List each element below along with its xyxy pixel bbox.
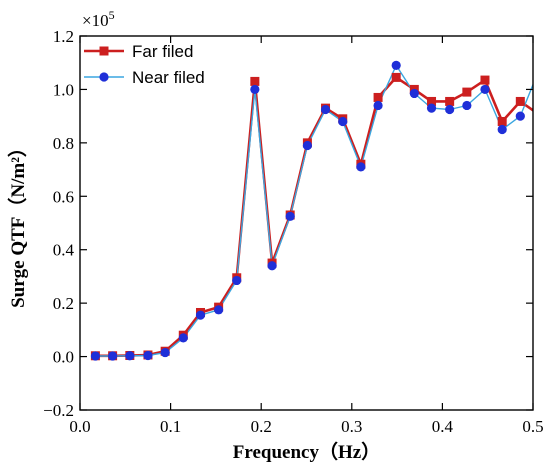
x-axis-title: Frequency（Hz） bbox=[233, 440, 380, 463]
near-filed-point bbox=[338, 116, 348, 127]
near-filed-point bbox=[409, 88, 419, 99]
near-filed-point bbox=[445, 104, 455, 115]
near-filed-point bbox=[285, 211, 295, 221]
y-axis-multiplier-base: ×10 bbox=[82, 11, 109, 30]
series-line-near-filed bbox=[95, 64, 533, 357]
near-filed-point bbox=[532, 72, 533, 75]
y-tick-label: 0.2 bbox=[53, 294, 74, 313]
near-filed-point bbox=[90, 351, 101, 361]
near-filed-point bbox=[125, 351, 135, 361]
far-filed-point bbox=[515, 96, 525, 106]
far-filed-point bbox=[533, 109, 542, 118]
series-layer bbox=[90, 60, 542, 361]
y-axis-title: Surge QTF（N/m²） bbox=[6, 138, 29, 308]
y-tick-label: −0.2 bbox=[43, 401, 74, 420]
x-tick-label: 0.5 bbox=[522, 417, 543, 436]
far-filed-point bbox=[250, 76, 260, 86]
near-filed-point bbox=[250, 84, 260, 95]
near-filed-point bbox=[108, 351, 118, 361]
x-tick-label: 0.0 bbox=[69, 417, 90, 436]
far-filed-point bbox=[427, 96, 437, 106]
near-filed-point bbox=[480, 84, 490, 95]
legend-near-filed-marker bbox=[99, 72, 109, 82]
near-filed-point bbox=[497, 124, 507, 135]
far-filed-point bbox=[373, 92, 383, 102]
near-filed-point bbox=[302, 140, 313, 151]
near-filed-point bbox=[391, 60, 401, 70]
axis-ticks: 0.0 0.1 0.2 0.3 0.4 0.5−0.20.00.20.40.60.81.0… bbox=[43, 27, 543, 436]
legend-far-filed-label: Far filed bbox=[132, 42, 193, 61]
y-tick-label: 0.4 bbox=[53, 241, 75, 260]
legend: Far filed Near filed bbox=[84, 42, 205, 87]
near-filed-point bbox=[160, 347, 170, 358]
near-filed-point bbox=[320, 104, 331, 115]
near-filed-point bbox=[462, 100, 472, 111]
near-filed-point bbox=[356, 162, 366, 172]
legend-far-filed-marker bbox=[99, 46, 109, 56]
y-tick-label: 1.0 bbox=[53, 80, 74, 99]
far-filed-point bbox=[445, 96, 455, 106]
y-tick-label: 0.8 bbox=[53, 134, 74, 153]
y-tick-label: 1.2 bbox=[53, 27, 74, 46]
legend-near-filed-label: Near filed bbox=[132, 68, 205, 87]
near-filed-point bbox=[515, 111, 525, 121]
y-tick-label: 0.6 bbox=[53, 187, 74, 206]
near-filed-point bbox=[267, 261, 277, 271]
near-filed-point bbox=[232, 275, 242, 286]
near-filed-point bbox=[195, 310, 206, 320]
near-filed-point bbox=[373, 100, 383, 111]
far-filed-point bbox=[462, 87, 472, 97]
x-tick-label: 0.4 bbox=[432, 417, 454, 436]
near-filed-point bbox=[178, 333, 188, 343]
x-tick-label: 0.1 bbox=[160, 417, 181, 436]
far-filed-point bbox=[480, 75, 490, 85]
far-filed-point bbox=[391, 72, 401, 82]
plot-area-frame bbox=[79, 35, 534, 411]
near-filed-point bbox=[143, 350, 153, 361]
far-filed-point bbox=[497, 116, 507, 126]
near-filed-point bbox=[214, 305, 224, 315]
x-tick-label: 0.2 bbox=[251, 417, 272, 436]
series-line-far-filed bbox=[95, 76, 533, 358]
x-tick-label: 0.3 bbox=[341, 417, 362, 436]
y-axis-multiplier-exponent: 5 bbox=[109, 8, 115, 22]
near-filed-point bbox=[426, 103, 437, 113]
y-tick-label: 0.0 bbox=[53, 348, 74, 367]
y-axis-multiplier: ×105 bbox=[82, 8, 115, 30]
